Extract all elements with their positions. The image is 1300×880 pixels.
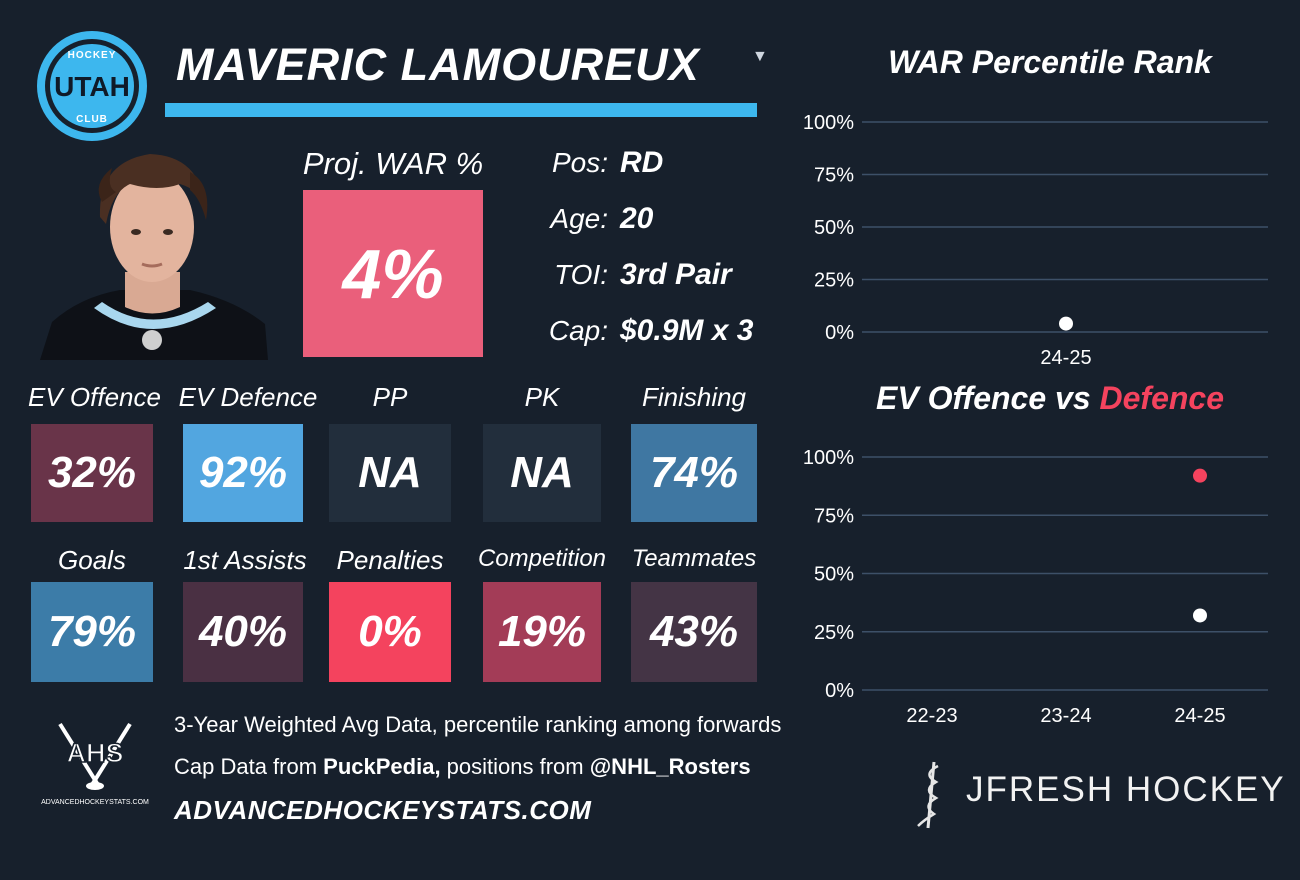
x-tick-label: 22-23	[906, 705, 957, 727]
chevron-down-icon[interactable]: ▼	[752, 48, 768, 65]
data-point	[1059, 316, 1073, 331]
y-tick-label: 0%	[825, 680, 854, 702]
chart2-title: EV Offence vs Defence	[860, 380, 1240, 417]
info-label: Age:	[550, 203, 608, 234]
info-value: $0.9M x 3	[620, 314, 754, 347]
metric-label-ev-defence: EV Defence	[178, 382, 318, 412]
brand-name: JFRESH HOCKEY	[966, 770, 1286, 809]
proj-war-value: 4%	[303, 190, 483, 357]
data-point	[1193, 608, 1207, 623]
y-tick-label: 75%	[814, 505, 854, 527]
info-value: 20	[620, 202, 654, 235]
ahs-logo: AHS ADVANCEDHOCKEYSTATS.COM	[41, 722, 149, 806]
info-age: Age: 20	[524, 202, 784, 242]
proj-war-label: Proj. WAR %	[302, 146, 484, 181]
info-label: Cap:	[548, 315, 608, 346]
metric-label-goals: Goals	[58, 545, 126, 575]
y-tick-label: 25%	[814, 270, 854, 292]
metric-label-pp: PP	[372, 382, 408, 412]
ev-offence-defence-chart: 0% 25% 50% 75% 100% 22-23 23-24 24-25	[803, 447, 1268, 727]
war-percentile-chart: 0% 25% 50% 75% 100% 24-25	[803, 112, 1268, 369]
metric-teammates: 43%	[631, 582, 757, 682]
info-value: RD	[620, 146, 664, 179]
footnote-sources: Cap Data from PuckPedia, positions from …	[174, 754, 751, 780]
y-tick-label: 50%	[814, 217, 854, 239]
chart2-title-part2: Defence	[1099, 380, 1225, 416]
logo-main-text: UTAH	[54, 71, 130, 102]
metric-pp: NA	[329, 424, 451, 522]
y-tick-label: 0%	[825, 322, 854, 344]
metric-pk: NA	[483, 424, 601, 522]
y-tick-label: 75%	[814, 165, 854, 187]
player-headshot	[40, 154, 268, 360]
x-tick-label: 24-25	[1040, 347, 1091, 369]
x-tick-label: 24-25	[1174, 705, 1225, 727]
metric-finishing: 74%	[631, 424, 757, 522]
footnote-mid: positions from	[440, 754, 590, 779]
y-tick-label: 50%	[814, 564, 854, 586]
metric-competition: 19%	[483, 582, 601, 682]
y-tick-label: 100%	[803, 447, 854, 469]
metric-label-teammates: Teammates	[631, 545, 757, 572]
metric-goals: 79%	[31, 582, 153, 682]
name-underline	[165, 103, 757, 117]
chart2-title-part1: EV Offence vs	[875, 380, 1100, 416]
metric-penalties: 0%	[329, 582, 451, 682]
metric-ev-defence: 92%	[183, 424, 303, 522]
player-name: MAVERIC LAMOUREUX	[176, 39, 700, 90]
data-point	[1193, 468, 1207, 483]
info-value: 3rd Pair	[620, 258, 732, 291]
metric-label-penalties: Penalties	[336, 545, 444, 575]
metric-label-competition: Competition	[477, 545, 607, 572]
logo-top-text: HOCKEY	[68, 50, 117, 61]
info-pos: Pos: RD	[524, 146, 784, 186]
x-tick-label: 23-24	[1040, 705, 1091, 727]
footnote-data-description: 3-Year Weighted Avg Data, percentile ran…	[174, 712, 782, 737]
metric-label-ev-offence: EV Offence	[28, 382, 161, 412]
info-label: TOI:	[554, 259, 608, 290]
metric-label-finishing: Finishing	[641, 382, 747, 412]
y-tick-label: 25%	[814, 622, 854, 644]
ahs-logo-subtext: ADVANCEDHOCKEYSTATS.COM	[41, 799, 149, 806]
site-link[interactable]: ADVANCEDHOCKEYSTATS.COM	[174, 795, 592, 825]
chart1-title: WAR Percentile Rank	[888, 44, 1212, 80]
footnote-prefix: Cap Data from	[174, 754, 324, 779]
info-toi: TOI: 3rd Pair	[524, 258, 784, 298]
metric-label-1st-assists: 1st Assists	[183, 545, 307, 575]
jfresh-logo-icon	[917, 761, 939, 829]
info-cap: Cap: $0.9M x 3	[524, 314, 784, 354]
ahs-logo-text: AHS	[66, 738, 123, 768]
info-label: Pos:	[551, 147, 608, 178]
metric-1st-assists: 40%	[183, 582, 303, 682]
metric-label-pk: PK	[524, 382, 560, 412]
team-logo: HOCKEY UTAH CLUB	[37, 31, 147, 141]
puckpedia-link[interactable]: PuckPedia,	[323, 754, 441, 779]
y-tick-label: 100%	[803, 112, 854, 134]
metric-ev-offence: 32%	[31, 424, 153, 522]
logo-bottom-text: CLUB	[76, 114, 108, 125]
nhl-rosters-link[interactable]: @NHL_Rosters	[589, 754, 751, 779]
